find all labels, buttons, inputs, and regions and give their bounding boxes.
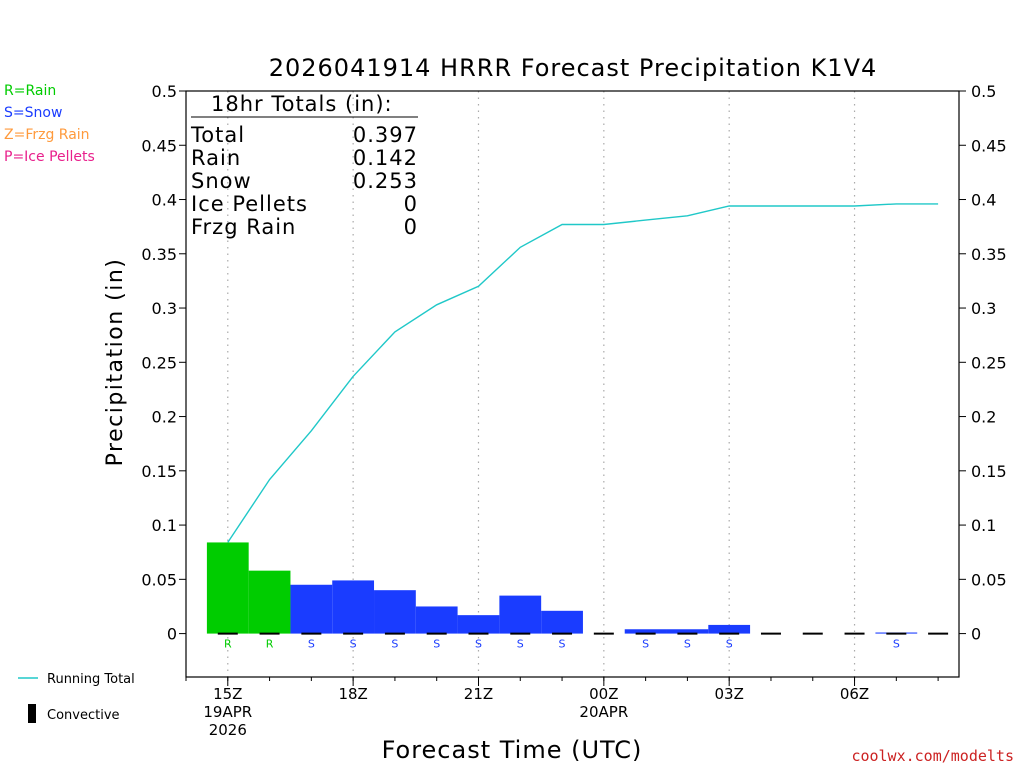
ytick-label-left-0: 0 <box>167 625 177 644</box>
line-legend: Running Total Convective <box>18 672 135 723</box>
ytick-label-right-6: 0.3 <box>971 299 996 318</box>
totals-value-ice-pellets: 0 <box>404 192 418 216</box>
ptype-label-hour-27: S <box>726 638 733 651</box>
ytick-label-right-1: 0.05 <box>971 570 1007 589</box>
ytick-label-right-8: 0.4 <box>971 191 996 210</box>
ptype-label-hour-25: S <box>642 638 649 651</box>
totals-heading: 18hr Totals (in): <box>211 92 393 116</box>
convective-swatch <box>28 704 36 723</box>
bar-hour-21 <box>457 615 500 634</box>
ytick-label-left-4: 0.2 <box>152 408 177 427</box>
bar-hour-16 <box>248 570 291 634</box>
xtick-label-15-1: 19APR <box>203 703 252 721</box>
bar-hour-27 <box>708 624 751 634</box>
bar-hour-15 <box>206 542 249 634</box>
bar-hour-20 <box>415 606 458 634</box>
bar-hour-25 <box>624 629 667 634</box>
ytick-label-left-1: 0.05 <box>141 570 177 589</box>
ptype-label-hour-17: S <box>308 638 315 651</box>
totals-label-ice-pellets: Ice Pellets <box>191 192 308 216</box>
ytick-label-left-7: 0.35 <box>141 245 177 264</box>
ytick-label-left-2: 0.1 <box>152 516 177 535</box>
ytick-label-left-9: 0.45 <box>141 136 177 155</box>
totals-label-frzg-rain: Frzg Rain <box>191 215 296 239</box>
running-total-legend-label: Running Total <box>47 672 135 687</box>
ytick-label-right-0: 0 <box>971 625 981 644</box>
ytick-label-left-5: 0.25 <box>141 353 177 372</box>
ytick-label-right-5: 0.25 <box>971 353 1007 372</box>
x-axis-label: Forecast Time (UTC) <box>382 736 643 764</box>
ytick-label-left-3: 0.15 <box>141 462 177 481</box>
bar-hour-19 <box>374 590 416 634</box>
xtick-label-27-0: 03Z <box>715 685 744 703</box>
bar-hour-17 <box>290 584 333 634</box>
totals-label-snow: Snow <box>191 169 252 193</box>
running-total-line <box>227 203 939 543</box>
bar-hour-23 <box>541 610 583 634</box>
bar-hour-26 <box>666 629 709 634</box>
bar-hour-18 <box>332 580 375 634</box>
ytick-label-right-9: 0.45 <box>971 136 1007 155</box>
totals-value-snow: 0.253 <box>353 169 418 193</box>
totals-value-frzg-rain: 0 <box>404 215 418 239</box>
xtick-label-21-0: 21Z <box>464 685 493 703</box>
legend-ice-pellets: P=Ice Pellets <box>4 149 95 165</box>
ptype-label-hour-26: S <box>684 638 691 651</box>
totals-box: 18hr Totals (in): Total 0.397 Rain 0.142… <box>190 92 418 239</box>
bar-hour-22 <box>499 595 542 634</box>
precip-bars <box>206 542 918 634</box>
ytick-label-left-10: 0.5 <box>152 82 177 101</box>
totals-value-total: 0.397 <box>353 123 418 147</box>
ptype-label-hour-18: S <box>350 638 357 651</box>
xtick-label-30-0: 06Z <box>840 685 869 703</box>
legend-rain: R=Rain <box>4 83 57 99</box>
ptype-label-hour-16: R <box>266 638 274 651</box>
ptype-label-hour-22: S <box>517 638 524 651</box>
totals-label-total: Total <box>190 123 245 147</box>
xtick-label-15-0: 15Z <box>213 685 242 703</box>
totals-label-rain: Rain <box>191 146 241 170</box>
ptype-label-hour-21: S <box>475 638 482 651</box>
legend-snow: S=Snow <box>4 105 63 121</box>
xtick-label-24-0: 00Z <box>589 685 618 703</box>
xtick-label-15-2: 2026 <box>209 721 247 739</box>
totals-value-rain: 0.142 <box>353 146 418 170</box>
vertical-gridlines <box>227 91 856 677</box>
ytick-label-right-4: 0.2 <box>971 408 996 427</box>
legend-frzg-rain: Z=Frzg Rain <box>4 127 90 143</box>
ptype-label-hour-19: S <box>391 638 398 651</box>
ytick-label-right-2: 0.1 <box>971 516 996 535</box>
y-axis-ticks: 0 00.05 0.050.1 0.10.15 0.150.2 0.20.25 0.250.… <box>141 82 1006 644</box>
ytick-label-left-8: 0.4 <box>152 191 177 210</box>
credit-text: coolwx.com/modelts <box>851 747 1014 765</box>
convective-legend-label: Convective <box>47 708 120 723</box>
xtick-label-24-1: 20APR <box>579 703 628 721</box>
ptype-label-hour-20: S <box>433 638 440 651</box>
ytick-label-right-10: 0.5 <box>971 82 996 101</box>
ytick-label-right-7: 0.35 <box>971 245 1007 264</box>
ytick-label-left-6: 0.3 <box>152 299 177 318</box>
y-axis-label: Precipitation (in) <box>103 258 128 467</box>
plot-frame <box>185 90 960 678</box>
precip-type-legend: R=Rain S=Snow Z=Frzg Rain P=Ice Pellets <box>4 80 95 168</box>
chart-title: 2026041914 HRRR Forecast Precipitation K… <box>269 54 878 82</box>
ytick-label-right-3: 0.15 <box>971 462 1007 481</box>
ptype-label-hour-31: S <box>893 638 900 651</box>
ptype-label-hour-23: S <box>559 638 566 651</box>
xtick-label-18-0: 18Z <box>338 685 367 703</box>
ptype-label-hour-15: R <box>224 638 232 651</box>
